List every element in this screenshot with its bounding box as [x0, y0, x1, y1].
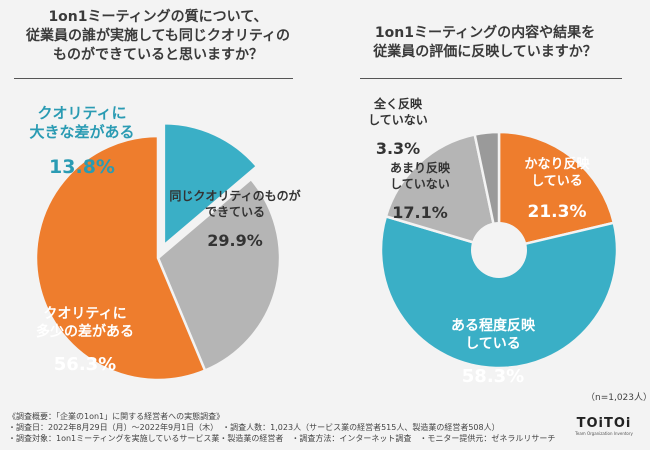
- chart1-value-label: 56.3%: [54, 354, 116, 375]
- chart1-slice-label: クオリティに: [37, 104, 126, 122]
- chart1-slice-label: できている: [205, 205, 265, 219]
- chart1-slice-label: 多少の差がある: [36, 323, 134, 340]
- footer-line: 《調査概要：「企業の1on1」に関する経営者への実態調査》: [8, 412, 225, 421]
- chart2-donut-hole: [471, 222, 527, 278]
- chart2-slice: [497, 130, 616, 252]
- footer-line: ・調査対象：1on1ミーティングを実施しているサービス業・製造業の経営者 ・調査…: [8, 434, 556, 443]
- chart2-value-label: 3.3%: [376, 139, 420, 158]
- chart1-slice: [34, 134, 207, 382]
- logo-name: TOiTOi: [576, 416, 632, 431]
- chart2-slice-label: していない: [390, 177, 450, 191]
- chart1-slice: [156, 177, 282, 373]
- chart2-title-line: 従業員の評価に反映していますか？: [373, 44, 597, 60]
- chart2-title-line: 1on1ミーティングの内容や結果を: [374, 25, 596, 41]
- chart2-slice-label: ある程度反映: [451, 317, 536, 334]
- chart2-slice-label: している: [531, 174, 583, 189]
- chart1-value-label: 29.9%: [207, 231, 263, 250]
- logo-tagline: Team Organization Inventory: [575, 431, 633, 436]
- chart2-value-label: 17.1%: [392, 203, 448, 222]
- chart1-value-label: 13.8%: [49, 156, 115, 178]
- chart1-slice-label: クオリティに: [43, 306, 126, 322]
- chart2-value-label: 58.3%: [462, 366, 524, 387]
- chart1-slice: [162, 122, 259, 248]
- toitoi-logo: TOiTOi Team Organization Inventory: [573, 417, 635, 437]
- chart2-slice-label: している: [465, 336, 521, 352]
- chart1-slice-label: 同じクオリティのものが: [169, 188, 300, 203]
- chart2-slice: [473, 130, 501, 251]
- chart2-slice-label: 全く反映: [373, 96, 423, 111]
- footer-line: ・調査日：2022年8月29日（月）～2022年9月1日（木） ・調査人数：1,…: [8, 423, 500, 432]
- chart1-title-line: ものができていると思いますか？: [53, 47, 263, 63]
- chart2-title-underline: [360, 78, 622, 79]
- chart1-title-underline: [14, 78, 293, 79]
- chart2-slice: [384, 133, 501, 252]
- chart2-slice-label: あまり反映: [390, 160, 451, 175]
- chart1-title-line: 従業員の誰が実施しても同じクオリティの: [25, 28, 291, 44]
- chart2-slice: [379, 214, 619, 370]
- chart1-slice-label: 大きな差がある: [29, 123, 134, 141]
- survey-footer: 《調査概要：「企業の1on1」に関する経営者への実態調査》 ・調査日：2022年…: [8, 411, 555, 444]
- sample-size-note: （n=1,023人）: [586, 393, 650, 403]
- chart2-slice-label: かなり反映: [524, 156, 590, 172]
- chart2-title: 1on1ミーティングの内容や結果を 従業員の評価に反映していますか？: [330, 24, 640, 62]
- chart2-slice-label: していない: [368, 113, 428, 127]
- chart2-value-label: 21.3%: [528, 202, 587, 222]
- chart1-title: 1on1ミーティングの質について、 従業員の誰が実施しても同じクオリティの もの…: [8, 8, 308, 65]
- chart1-title-line: 1on1ミーティングの質について、: [48, 9, 268, 25]
